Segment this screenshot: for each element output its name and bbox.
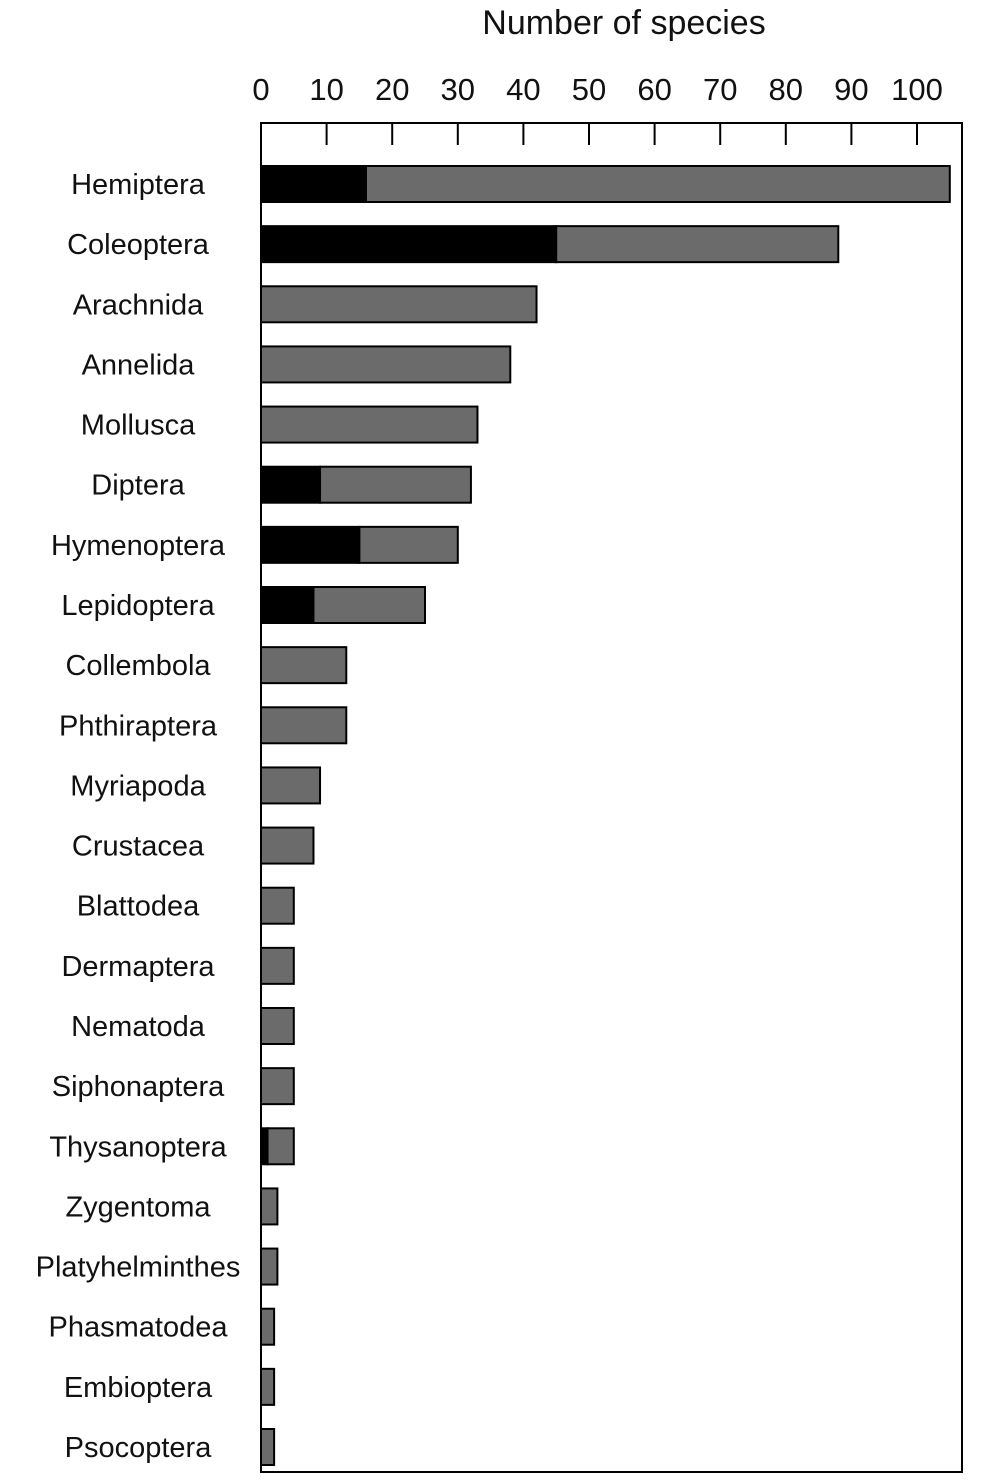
category-label-hemiptera: Hemiptera [71, 169, 206, 201]
bar-grey-segment-dermaptera [260, 946, 295, 985]
x-tick-label: 50 [572, 72, 606, 107]
bar-grey-segment-arachnida [260, 285, 538, 324]
category-label-zygentoma: Zygentoma [65, 1191, 211, 1223]
bar-grey-segment-collembola [260, 646, 348, 685]
bar-grey-segment-coleoptera [555, 225, 840, 264]
bar-grey-segment-hemiptera [364, 165, 951, 203]
bar-grey-segment-crustacea [260, 826, 315, 865]
bar-grey-segment-blattodea [260, 886, 295, 925]
x-axis-title: Number of species [482, 4, 765, 42]
bar-black-segment-hemiptera [260, 165, 367, 203]
x-tick-label: 10 [309, 72, 343, 107]
bar-grey-segment-zygentoma [260, 1187, 279, 1226]
bar-grey-segment-phthiraptera [260, 706, 348, 745]
x-tick-label: 60 [637, 72, 671, 107]
bar-grey-segment-siphonaptera [260, 1067, 295, 1106]
category-label-siphonaptera: Siphonaptera [52, 1071, 225, 1103]
x-tick-label: 0 [252, 72, 269, 107]
category-label-collembola: Collembola [65, 650, 211, 682]
bar-grey-segment-mollusca [260, 405, 479, 444]
category-label-blattodea: Blattodea [77, 891, 200, 923]
bar-grey-segment-lepidoptera [312, 586, 427, 624]
x-tick-label: 100 [891, 72, 943, 107]
category-label-nematoda: Nematoda [71, 1011, 206, 1043]
category-label-embioptera: Embioptera [64, 1372, 213, 1404]
category-label-platyhelminthes: Platyhelminthes [36, 1252, 241, 1284]
category-label-dermaptera: Dermaptera [61, 951, 215, 983]
x-tick-label: 20 [375, 72, 409, 107]
bar-grey-segment-diptera [319, 465, 472, 504]
x-tick-label: 40 [506, 72, 540, 107]
x-tick-label: 70 [703, 72, 737, 107]
category-label-hymenoptera: Hymenoptera [51, 530, 226, 562]
bar-grey-segment-phasmatodea [260, 1307, 276, 1346]
bar-grey-segment-embioptera [260, 1367, 276, 1406]
bar-grey-segment-annelida [260, 345, 512, 384]
category-label-diptera: Diptera [91, 470, 185, 502]
category-label-coleoptera: Coleoptera [67, 229, 210, 261]
x-axis-ticks: 0 10 20 30 40 50 60 70 80 90 100 [252, 72, 943, 145]
category-labels: Hemiptera Coleoptera Arachnida Annelida Moll… [36, 169, 241, 1464]
bar-black-segment-hymenoptera [260, 525, 361, 564]
bar-black-segment-coleoptera [260, 225, 558, 264]
category-label-annelida: Annelida [82, 349, 196, 381]
bar-grey-segment-hymenoptera [358, 525, 459, 564]
bar-grey-segment-myriapoda [260, 766, 322, 805]
category-label-myriapoda: Myriapoda [70, 770, 206, 802]
x-tick-label: 80 [769, 72, 803, 107]
bar-black-segment-diptera [260, 465, 322, 504]
category-label-mollusca: Mollusca [81, 410, 196, 442]
category-label-phasmatodea: Phasmatodea [49, 1312, 229, 1344]
category-label-psocoptera: Psocoptera [65, 1432, 213, 1464]
category-label-lepidoptera: Lepidoptera [61, 590, 215, 622]
bar-black-segment-lepidoptera [260, 586, 315, 624]
bars [260, 165, 951, 1466]
category-label-arachnida: Arachnida [73, 289, 204, 321]
x-tick-label: 90 [834, 72, 868, 107]
category-label-crustacea: Crustacea [72, 831, 205, 863]
plot-frame [260, 122, 963, 1473]
category-label-phthiraptera: Phthiraptera [59, 710, 218, 742]
x-tick-label: 30 [441, 72, 475, 107]
category-label-thysanoptera: Thysanoptera [49, 1131, 227, 1163]
bar-grey-segment-thysanoptera [266, 1127, 295, 1166]
bar-grey-segment-nematoda [260, 1007, 295, 1045]
bar-grey-segment-platyhelminthes [260, 1247, 279, 1286]
bar-grey-segment-psocoptera [260, 1428, 276, 1466]
